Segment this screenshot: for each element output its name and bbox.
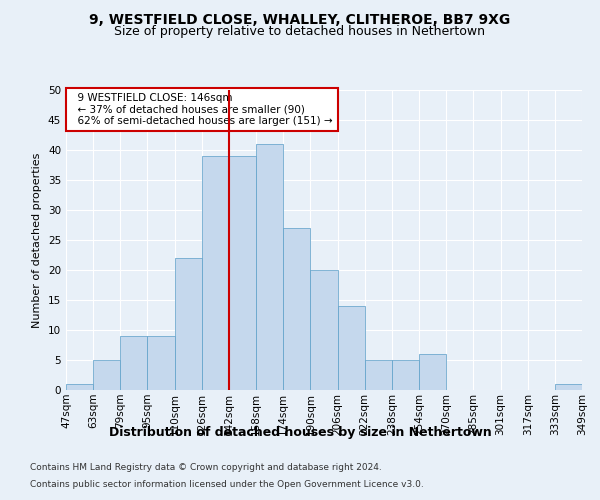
Bar <box>175 258 202 390</box>
Bar <box>66 384 93 390</box>
Bar <box>338 306 365 390</box>
Bar <box>310 270 338 390</box>
Bar <box>93 360 121 390</box>
Bar <box>121 336 148 390</box>
Bar <box>392 360 419 390</box>
Text: 9, WESTFIELD CLOSE, WHALLEY, CLITHEROE, BB7 9XG: 9, WESTFIELD CLOSE, WHALLEY, CLITHEROE, … <box>89 12 511 26</box>
Bar <box>229 156 256 390</box>
Bar <box>555 384 582 390</box>
Bar <box>148 336 175 390</box>
Text: Contains HM Land Registry data © Crown copyright and database right 2024.: Contains HM Land Registry data © Crown c… <box>30 464 382 472</box>
Bar <box>256 144 283 390</box>
Text: Distribution of detached houses by size in Nethertown: Distribution of detached houses by size … <box>109 426 491 439</box>
Bar <box>365 360 392 390</box>
Text: 9 WESTFIELD CLOSE: 146sqm
  ← 37% of detached houses are smaller (90)
  62% of s: 9 WESTFIELD CLOSE: 146sqm ← 37% of detac… <box>71 93 333 126</box>
Text: Contains public sector information licensed under the Open Government Licence v3: Contains public sector information licen… <box>30 480 424 489</box>
Bar <box>419 354 446 390</box>
Bar <box>283 228 310 390</box>
Text: Size of property relative to detached houses in Nethertown: Size of property relative to detached ho… <box>115 25 485 38</box>
Y-axis label: Number of detached properties: Number of detached properties <box>32 152 43 328</box>
Bar <box>202 156 229 390</box>
